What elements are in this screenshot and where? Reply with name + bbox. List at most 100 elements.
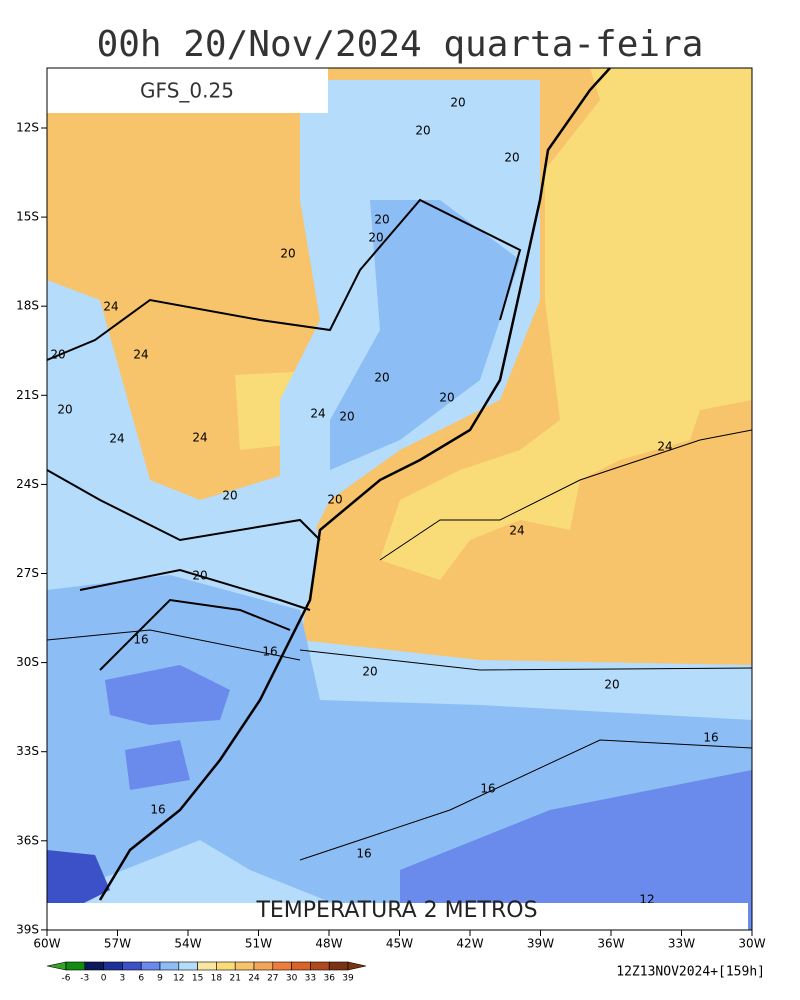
contour-label: 16 bbox=[133, 633, 148, 647]
lon-label: 51W bbox=[245, 937, 272, 951]
contour-label: 20 bbox=[50, 348, 65, 362]
colorbar-arrow bbox=[347, 961, 367, 971]
contour-label: 24 bbox=[103, 300, 118, 314]
contour-label: 20 bbox=[362, 665, 377, 679]
colorbar-label: 24 bbox=[248, 974, 260, 984]
field-12-15 bbox=[400, 770, 752, 930]
colorbar-cell bbox=[328, 961, 349, 971]
contour-label: 16 bbox=[262, 645, 277, 659]
lat-label: 39S bbox=[16, 922, 39, 936]
lat-label: 27S bbox=[16, 566, 39, 580]
colorbar: -6 -3 0 3 6 9 12 15 18 21 24 27 30 33 36 39 bbox=[46, 961, 367, 984]
colorbar-cell bbox=[197, 961, 217, 971]
colorbar-cell bbox=[159, 961, 180, 971]
lon-label: 54W bbox=[174, 937, 201, 951]
lat-label: 21S bbox=[16, 388, 39, 402]
lon-label: 60W bbox=[33, 937, 60, 951]
lon-label: 45W bbox=[386, 937, 413, 951]
contour-labels: 20 20 20 20 20 20 20 20 20 20 20 20 20 2… bbox=[50, 96, 718, 907]
contour-label: 24 bbox=[109, 432, 124, 446]
lon-label: 39W bbox=[527, 937, 554, 951]
colorbar-cell bbox=[291, 961, 311, 971]
colorbar-cell bbox=[272, 961, 292, 971]
colorbar-label: 15 bbox=[192, 974, 203, 984]
contour-label: 20 bbox=[374, 213, 389, 227]
contour-16 bbox=[299, 739, 753, 861]
colorbar-label: 30 bbox=[286, 974, 298, 984]
contour-label: 16 bbox=[480, 782, 495, 796]
colorbar-label: 12 bbox=[173, 974, 184, 984]
lon-label: 33W bbox=[668, 937, 695, 951]
colorbar-label: 18 bbox=[211, 974, 223, 984]
colorbar-label: -3 bbox=[80, 974, 89, 984]
colorbar-cell bbox=[178, 961, 198, 971]
contour-label: 20 bbox=[415, 124, 430, 138]
border bbox=[46, 469, 321, 542]
colorbar-label: 27 bbox=[267, 974, 278, 984]
border bbox=[46, 198, 522, 361]
contour-label: 20 bbox=[450, 96, 465, 110]
border bbox=[99, 598, 291, 671]
contour-label: 20 bbox=[57, 403, 72, 417]
lat-label: 18S bbox=[16, 299, 39, 313]
variable-box bbox=[47, 903, 748, 930]
contour-label: 20 bbox=[604, 678, 619, 692]
colorbar-cell bbox=[84, 961, 104, 971]
contour-label: 16 bbox=[356, 847, 371, 861]
lon-label: 42W bbox=[456, 937, 483, 951]
colorbar-label: -6 bbox=[62, 974, 71, 984]
contour-label: 20 bbox=[439, 391, 454, 405]
colorbar-label: 3 bbox=[120, 974, 126, 984]
field-27-30 bbox=[380, 68, 752, 580]
colorbar-cell bbox=[216, 961, 236, 971]
contour-label: 16 bbox=[703, 731, 718, 745]
field-9-12 bbox=[47, 850, 110, 905]
lat-label: 24S bbox=[16, 477, 39, 491]
model-box bbox=[47, 68, 328, 113]
colorbar-cell bbox=[122, 961, 142, 971]
contour-label: 20 bbox=[339, 410, 354, 424]
contour-label: 24 bbox=[133, 348, 148, 362]
colorbar-cell bbox=[65, 961, 86, 971]
contour-20 bbox=[299, 649, 753, 671]
lon-label: 36W bbox=[597, 937, 624, 951]
lon-label: 48W bbox=[315, 937, 342, 951]
border bbox=[79, 568, 311, 611]
colorbar-label: 36 bbox=[323, 974, 335, 984]
colorbar-label: 6 bbox=[138, 974, 144, 984]
lat-label: 36S bbox=[16, 833, 39, 847]
colorbar-cell bbox=[234, 961, 255, 971]
colorbar-label: 39 bbox=[342, 974, 354, 984]
colorbar-label: 21 bbox=[229, 974, 240, 984]
lon-label: 30W bbox=[738, 937, 765, 951]
variable-label: TEMPERATURA 2 METROS bbox=[255, 898, 537, 923]
colorbar-label: 9 bbox=[157, 974, 163, 984]
lat-label: 12S bbox=[16, 121, 39, 135]
contour-label: 24 bbox=[192, 431, 207, 445]
contour-label: 16 bbox=[150, 803, 165, 817]
lat-label: 15S bbox=[16, 210, 39, 224]
contour-24 bbox=[379, 429, 753, 561]
model-label: GFS_0.25 bbox=[140, 79, 234, 103]
lat-label: 30S bbox=[16, 655, 39, 669]
colorbar-cell bbox=[140, 961, 161, 971]
contour-label: 20 bbox=[368, 231, 383, 245]
colorbar-label: 33 bbox=[305, 974, 316, 984]
lon-label: 57W bbox=[104, 937, 131, 951]
contour-label: 20 bbox=[280, 247, 295, 261]
contour-label: 20 bbox=[222, 489, 237, 503]
field-12-15 bbox=[105, 665, 230, 725]
contour-16 bbox=[46, 629, 301, 661]
field-12-15 bbox=[125, 740, 190, 790]
lat-label: 33S bbox=[16, 744, 39, 758]
contour-label: 20 bbox=[374, 371, 389, 385]
contour-label: 24 bbox=[310, 407, 325, 421]
title: 00h 20/Nov/2024 quarta-feira bbox=[97, 24, 704, 65]
run-label: 12Z13NOV2024+[159h] bbox=[616, 965, 765, 980]
field-15-18 bbox=[330, 200, 520, 470]
coastline bbox=[98, 67, 611, 901]
map: GFS_0.25 20 20 20 20 20 20 20 20 20 20 2… bbox=[46, 67, 753, 931]
colorbar-cell bbox=[253, 961, 274, 971]
